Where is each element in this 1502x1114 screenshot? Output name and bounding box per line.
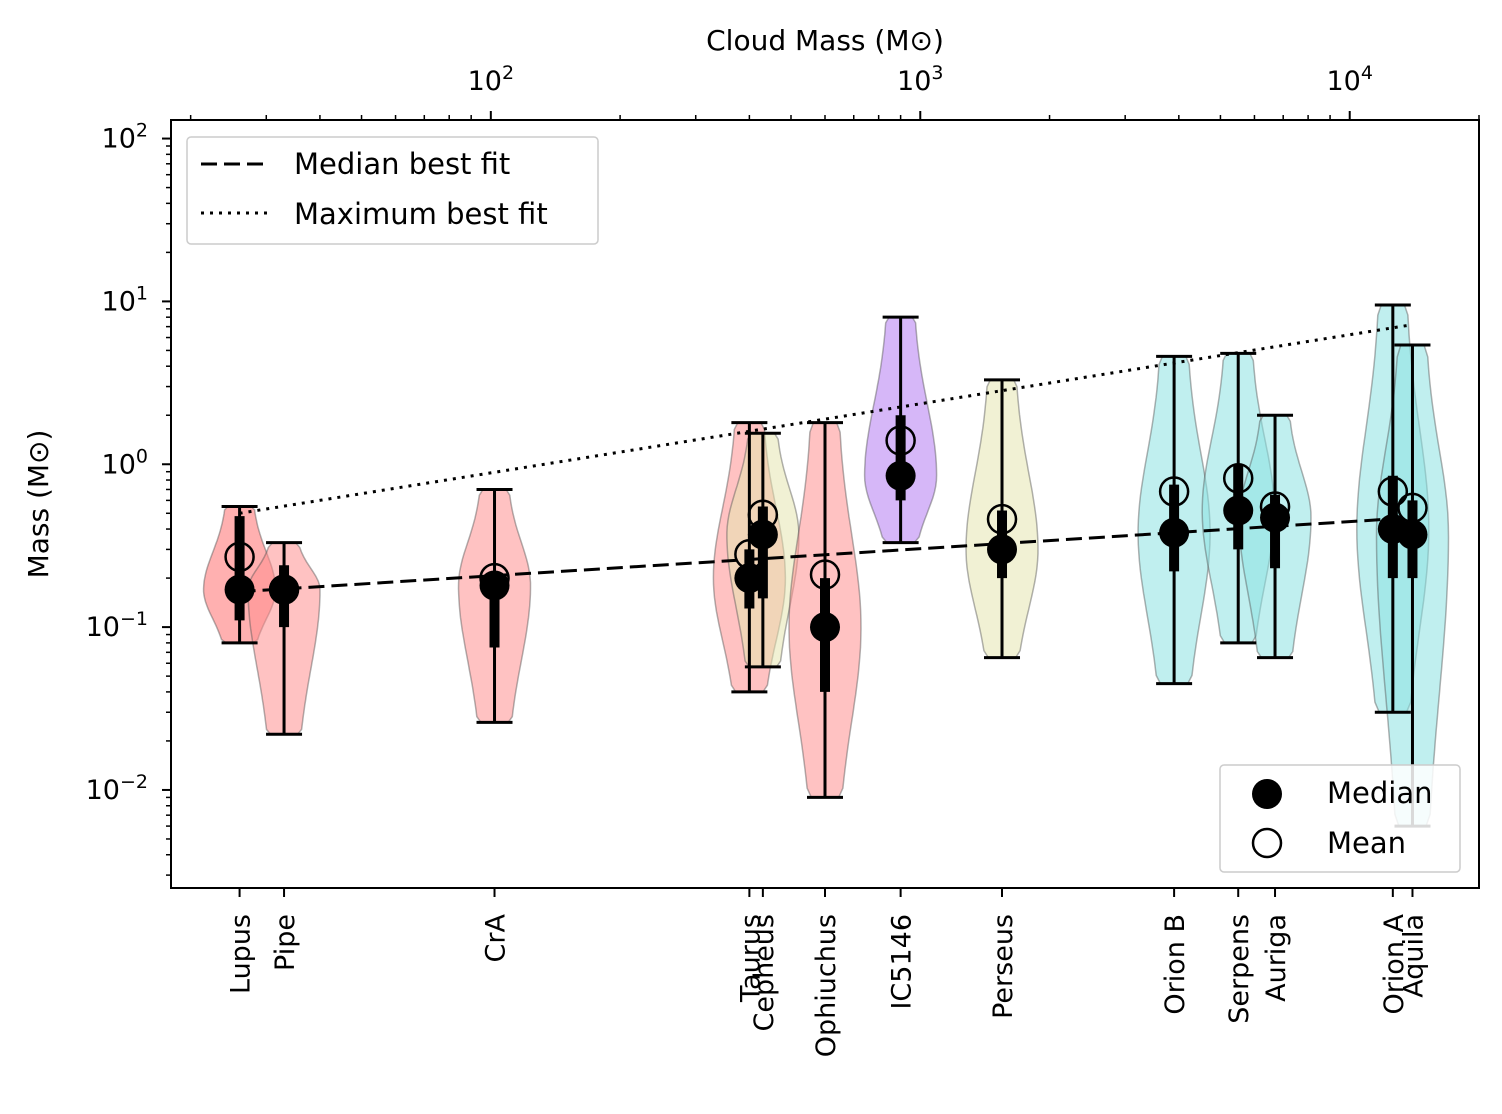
legend-mean-marker (1251, 827, 1283, 859)
cloud-label-ophiuchus: Ophiuchus (811, 914, 842, 1057)
mean-marker-serpens (1222, 463, 1254, 494)
cloud-label-auriga: Auriga (1261, 914, 1292, 1002)
median-marker-aquila (1397, 519, 1428, 550)
legend-median-marker (1252, 779, 1282, 809)
y-tick-label: 100 (102, 445, 148, 480)
top-tick-label: 102 (468, 62, 514, 97)
y-axis-label: Mass (M⊙) (22, 430, 55, 579)
markers-layer (224, 425, 1428, 643)
fit-lines-layer (239, 323, 1413, 594)
median-marker-auriga (1260, 502, 1291, 533)
legend-markers: Median Mean (1219, 764, 1461, 873)
cloud-label-pipe: Pipe (270, 914, 301, 971)
mean-marker-ic5146 (885, 425, 916, 456)
cloud-label-lupus: Lupus (226, 914, 257, 994)
legend-median-label: Median (1327, 776, 1432, 810)
median-marker-cra (479, 570, 510, 601)
cloud-label-aquila: Aquila (1399, 914, 1430, 998)
fit-line-median-best-fit (239, 516, 1413, 594)
legend-median-fit-label: Median best fit (294, 147, 510, 181)
median-marker-ophiuchus (810, 612, 840, 643)
median-marker-pipe (269, 574, 300, 605)
median-marker-orion-b (1159, 517, 1190, 548)
median-marker-lupus (224, 574, 255, 605)
median-marker-serpens (1223, 495, 1254, 526)
top-tick-label: 103 (897, 62, 943, 97)
y-axis: 10−2 10−1 100 101 102 (86, 120, 171, 876)
top-tick-label: 104 (1326, 62, 1372, 97)
mean-marker-orion-b (1158, 476, 1190, 507)
legend-lines: Median best fit Maximum best fit (186, 136, 599, 245)
legend-maximum-fit-label: Maximum best fit (294, 197, 548, 231)
y-tick-label: 10−1 (86, 608, 148, 643)
cloud-label-serpens: Serpens (1224, 914, 1255, 1024)
top-axis: 102 103 104 (189, 62, 1480, 120)
cloud-label-ic5146: IC5146 (887, 914, 918, 1010)
legend-lines-box (186, 136, 599, 245)
median-marker-cepheus (747, 519, 778, 550)
cloud-label-orion-b: Orion B (1160, 914, 1191, 1015)
cloud-label-perseus: Perseus (988, 914, 1019, 1019)
mean-marker-perseus (986, 503, 1018, 535)
median-marker-ic5146 (885, 460, 916, 491)
y-tick-label: 102 (102, 120, 148, 155)
y-tick-label: 10−2 (86, 771, 148, 806)
median-marker-taurus (734, 563, 765, 594)
cloud-label-cra: CrA (481, 913, 512, 962)
cloud-label-cepheus: Cepheus (749, 914, 780, 1032)
cloud-label-taurus: Taurus (735, 914, 766, 1003)
median-marker-perseus (987, 534, 1018, 565)
cloud-label-orion-a: Orion A (1379, 913, 1410, 1014)
y-tick-label: 101 (102, 282, 148, 317)
legend-mean-label: Mean (1327, 826, 1406, 860)
mean-marker-orion-a (1377, 476, 1409, 507)
mean-marker-lupus (224, 541, 255, 573)
mean-marker-ophiuchus (809, 559, 841, 590)
top-axis-label: Cloud Mass (M⊙) (706, 24, 944, 57)
